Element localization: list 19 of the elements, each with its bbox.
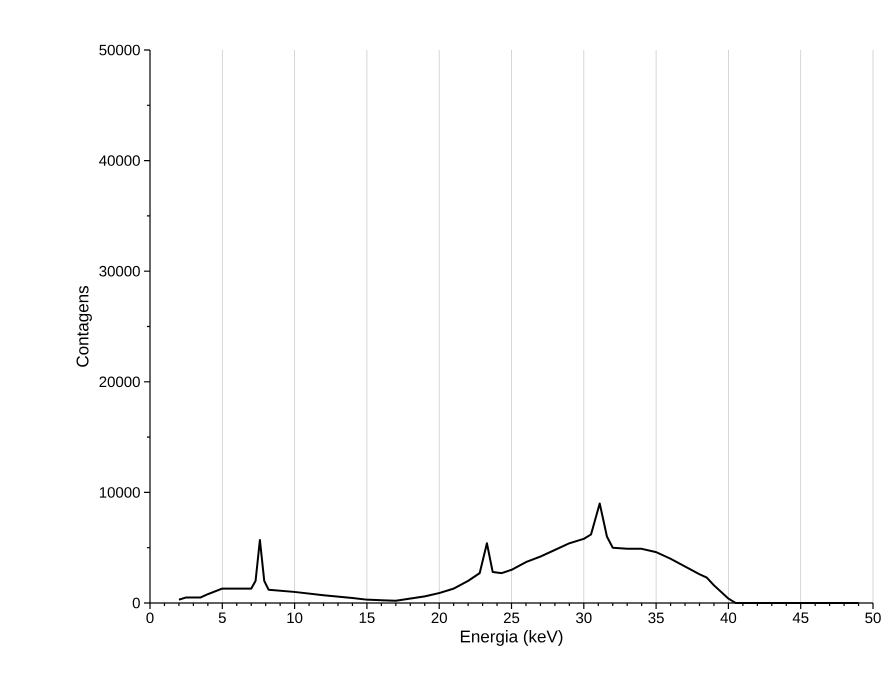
x-tick-label: 15 [360, 612, 375, 623]
x-tick-label: 10 [287, 612, 302, 624]
y-tick-label: 20000 [100, 376, 140, 388]
x-tick-label: 25 [504, 612, 520, 624]
x-tick-label: 50 [865, 612, 881, 624]
y-tick-label: 50000 [99, 44, 140, 56]
y-axis-title: Contagens [76, 286, 92, 367]
x-tick-label: 40 [720, 612, 736, 624]
x-tick-label: 30 [576, 612, 592, 624]
y-tick-label: 0 [132, 598, 140, 608]
x-tick-label: 5 [218, 612, 226, 623]
x-tick-label: 20 [432, 612, 447, 624]
x-tick-label: 35 [648, 612, 664, 624]
y-tick-label: 40000 [99, 155, 140, 166]
x-tick-label: 0 [146, 612, 154, 624]
x-axis-title: Energia (keV) [460, 630, 562, 646]
y-tick-label: 30000 [99, 266, 140, 277]
y-tick-label: 10000 [100, 487, 140, 498]
x-tick-label: 45 [792, 612, 808, 623]
